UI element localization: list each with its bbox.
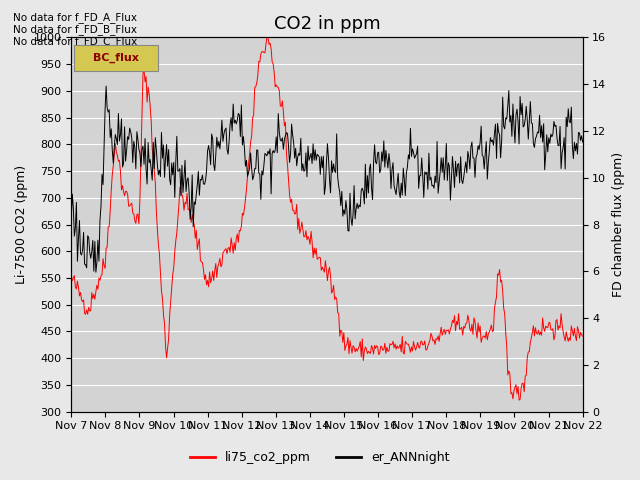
er_ANNnight: [568, 143, 576, 148]
Y-axis label: Li-7500 CO2 (ppm): Li-7500 CO2 (ppm): [15, 165, 28, 284]
Line: er_ANNnight: er_ANNnight: [71, 86, 582, 272]
er_ANNnight: [579, 139, 586, 145]
li75_co2_ppm: [345, 351, 353, 357]
er_ANNnight: [374, 150, 381, 156]
li75_co2_ppm: [67, 273, 75, 278]
li75_co2_ppm: [568, 328, 576, 334]
li75_co2_ppm: [311, 252, 319, 257]
li75_co2_ppm: [515, 397, 523, 403]
Title: CO2 in ppm: CO2 in ppm: [274, 15, 380, 33]
Line: li75_co2_ppm: li75_co2_ppm: [71, 36, 582, 400]
Text: BC_flux: BC_flux: [93, 53, 139, 63]
er_ANNnight: [102, 83, 110, 89]
er_ANNnight: [312, 157, 320, 163]
er_ANNnight: [92, 269, 100, 275]
Text: No data for f_FD_A_Flux: No data for f_FD_A_Flux: [13, 12, 137, 23]
er_ANNnight: [316, 154, 323, 160]
li75_co2_ppm: [488, 322, 495, 328]
Text: No data for f_FD_B_Flux: No data for f_FD_B_Flux: [13, 24, 137, 35]
li75_co2_ppm: [263, 33, 271, 39]
Text: No data for f_FD_C_Flux: No data for f_FD_C_Flux: [13, 36, 137, 47]
li75_co2_ppm: [579, 333, 586, 339]
er_ANNnight: [67, 215, 75, 220]
Y-axis label: FD chamber flux (ppm): FD chamber flux (ppm): [612, 152, 625, 297]
li75_co2_ppm: [314, 255, 322, 261]
er_ANNnight: [488, 137, 496, 143]
Legend: li75_co2_ppm, er_ANNnight: li75_co2_ppm, er_ANNnight: [186, 446, 454, 469]
li75_co2_ppm: [372, 343, 380, 348]
er_ANNnight: [346, 191, 354, 196]
